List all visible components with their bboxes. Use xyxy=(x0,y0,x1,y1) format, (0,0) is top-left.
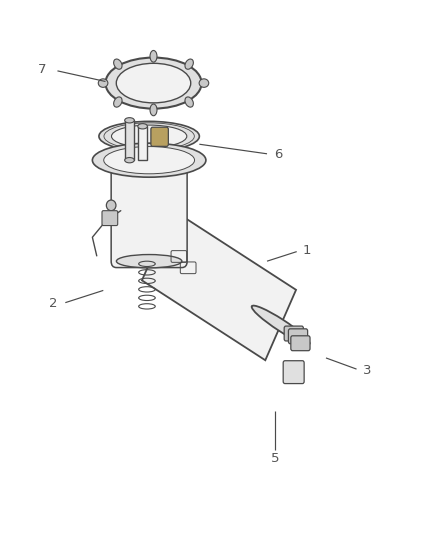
Text: 5: 5 xyxy=(271,453,279,465)
Text: 3: 3 xyxy=(363,364,372,377)
Ellipse shape xyxy=(99,122,199,151)
Ellipse shape xyxy=(150,51,157,62)
Ellipse shape xyxy=(185,59,193,69)
Text: 7: 7 xyxy=(38,63,46,76)
Ellipse shape xyxy=(125,158,134,163)
Ellipse shape xyxy=(128,225,186,264)
Ellipse shape xyxy=(112,125,187,148)
Ellipse shape xyxy=(150,104,157,116)
FancyBboxPatch shape xyxy=(291,336,310,351)
Bar xyxy=(125,120,134,160)
FancyBboxPatch shape xyxy=(111,154,187,268)
FancyBboxPatch shape xyxy=(289,329,307,344)
Ellipse shape xyxy=(104,147,194,174)
Ellipse shape xyxy=(117,255,182,268)
Ellipse shape xyxy=(116,63,191,103)
Ellipse shape xyxy=(92,143,206,177)
Ellipse shape xyxy=(106,58,201,109)
Ellipse shape xyxy=(252,305,310,344)
FancyBboxPatch shape xyxy=(283,361,304,384)
Ellipse shape xyxy=(113,59,122,69)
Ellipse shape xyxy=(125,118,134,123)
Ellipse shape xyxy=(138,124,148,129)
Ellipse shape xyxy=(98,79,108,87)
Text: 6: 6 xyxy=(274,148,282,161)
FancyBboxPatch shape xyxy=(284,326,304,341)
Ellipse shape xyxy=(113,97,122,107)
FancyBboxPatch shape xyxy=(102,211,118,225)
FancyBboxPatch shape xyxy=(151,127,168,147)
Text: 1: 1 xyxy=(302,244,311,257)
Bar xyxy=(138,126,148,160)
Ellipse shape xyxy=(185,97,193,107)
Polygon shape xyxy=(142,210,296,360)
Ellipse shape xyxy=(199,79,209,87)
Ellipse shape xyxy=(127,69,180,97)
Text: 2: 2 xyxy=(49,297,57,310)
Ellipse shape xyxy=(106,200,116,211)
